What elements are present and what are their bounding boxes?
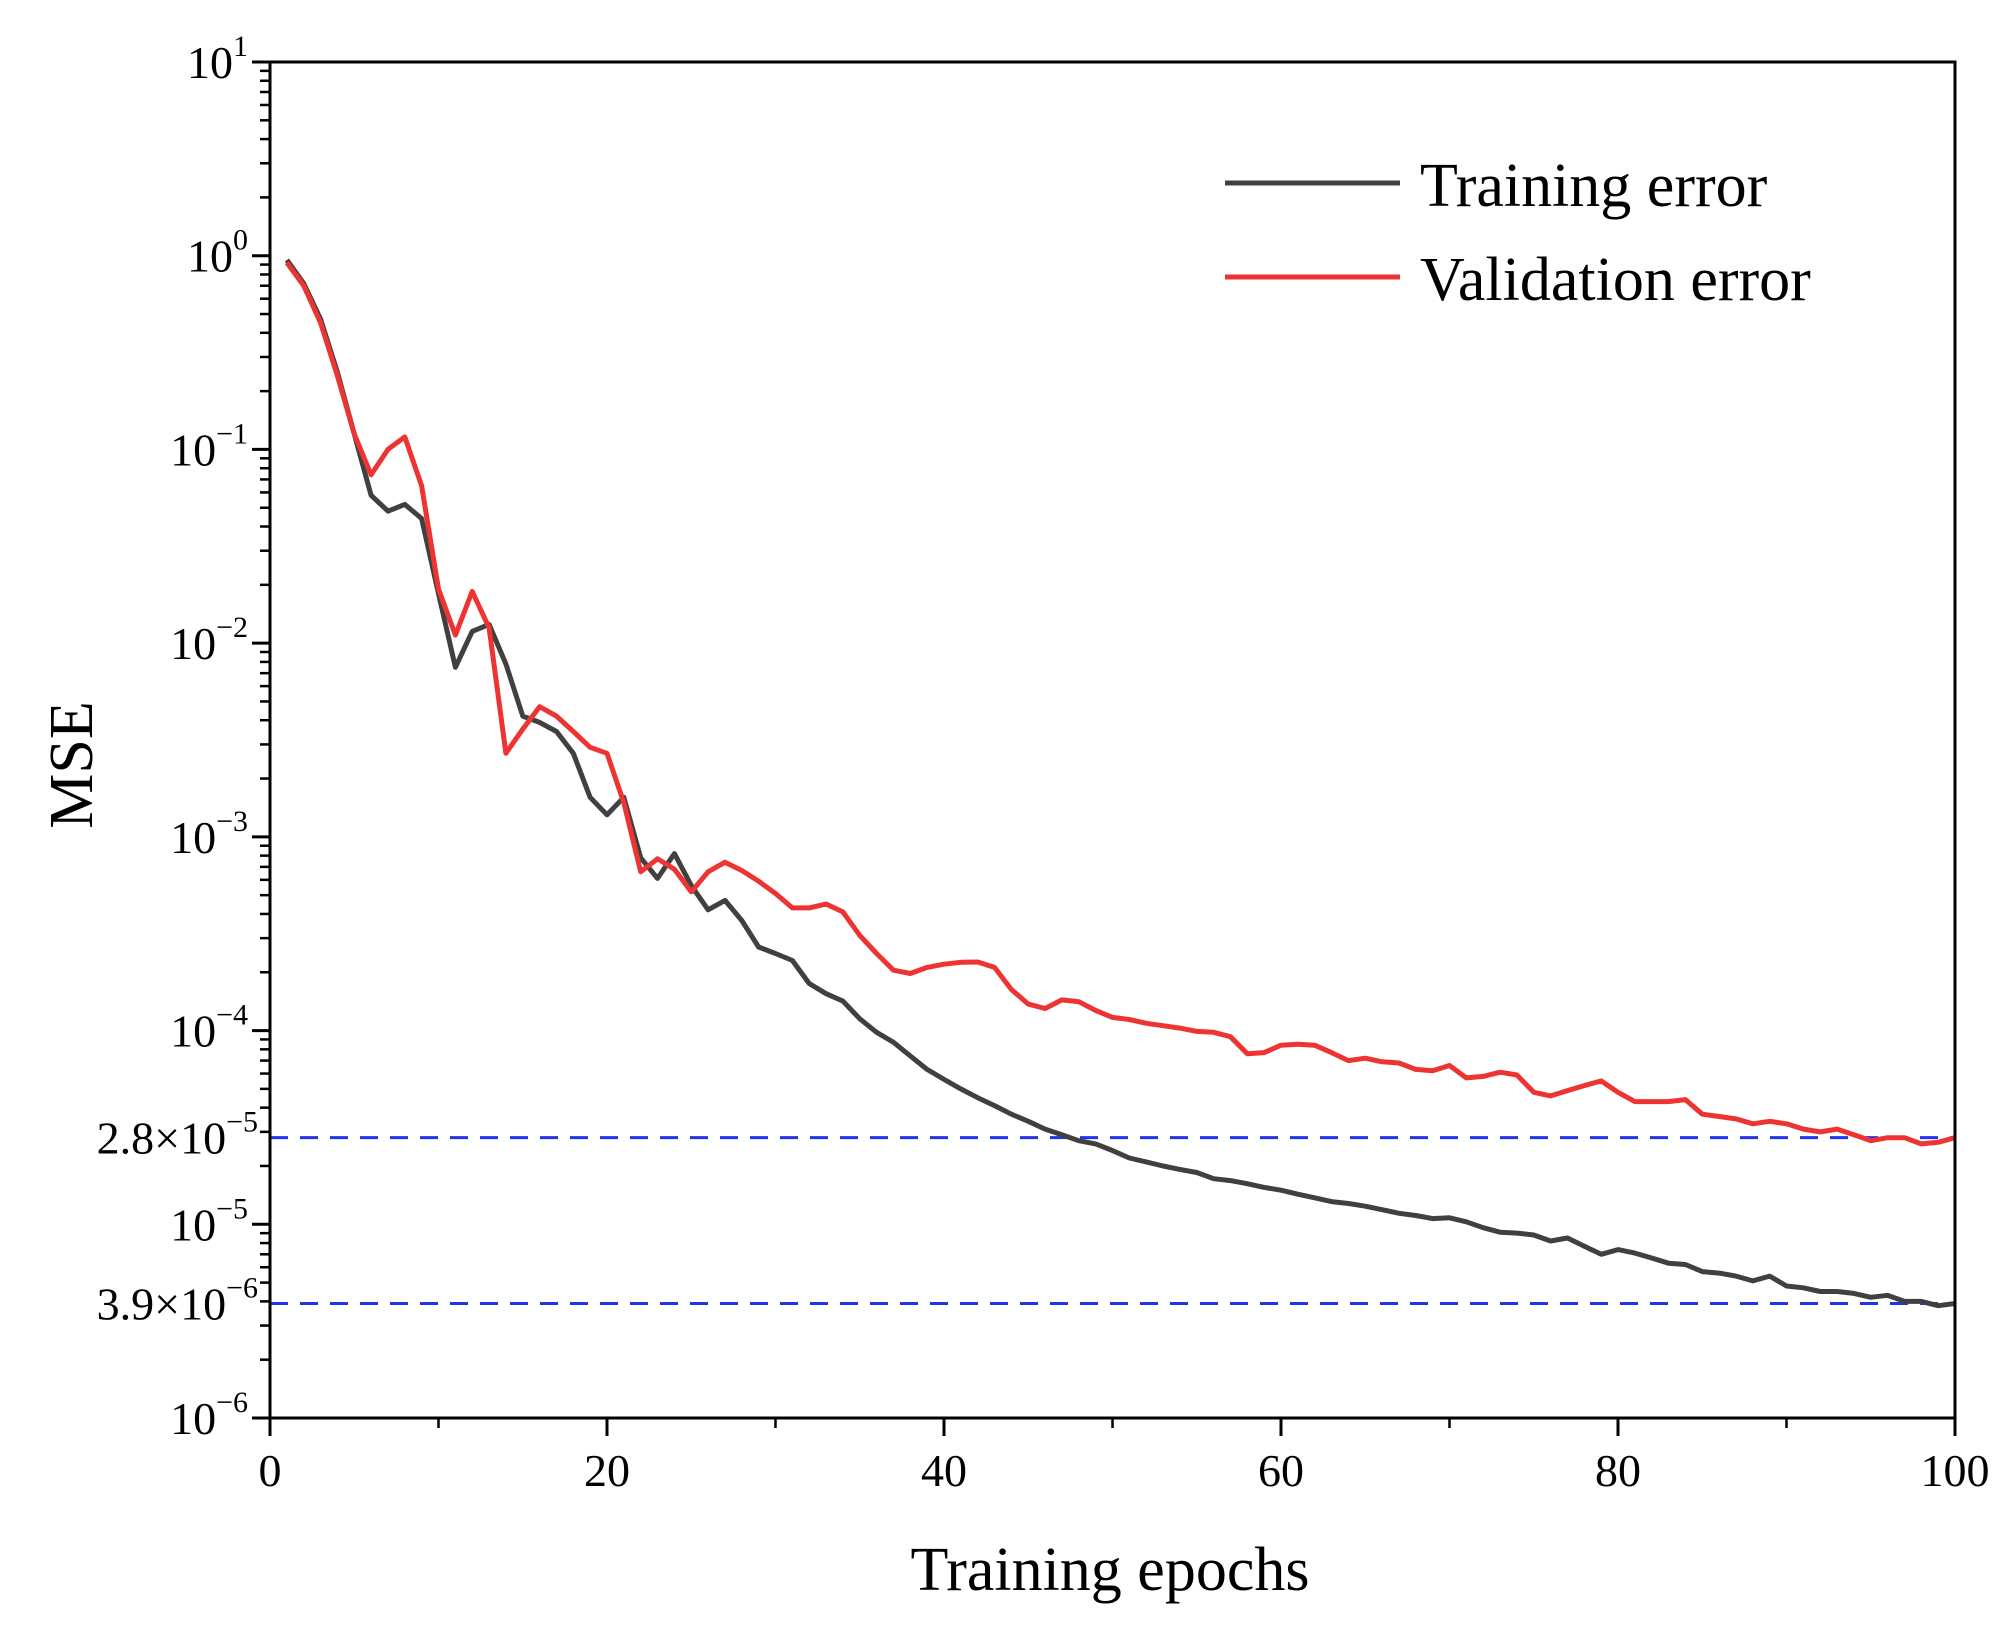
y-tick-label-base: 10: [187, 37, 233, 88]
legend-label-validation-error: Validation error: [1420, 246, 1811, 314]
x-tick-label: 0: [259, 1445, 282, 1496]
legend: Training error Validation error: [1225, 152, 1811, 314]
y-tick-label-exponent: −6: [216, 1386, 248, 1419]
y-tick-label: 100: [187, 224, 248, 282]
x-axis: 0 20 40 60 80 100: [259, 1418, 1990, 1496]
y-tick-label: 10−6: [170, 1386, 248, 1444]
reference-label-0: 2.8×10−5: [97, 1106, 258, 1164]
x-tick-label: 80: [1595, 1445, 1641, 1496]
y-tick-label-exponent: −4: [216, 999, 248, 1032]
x-tick-label: 40: [921, 1445, 967, 1496]
reference-label-1: 3.9×10−6: [97, 1272, 258, 1330]
y-tick-label: 10−2: [170, 611, 248, 669]
y-tick-label-base: 10: [170, 1199, 216, 1250]
reference-label-1-base: 3.9×10: [97, 1279, 226, 1330]
reference-label-0-base: 2.8×10: [97, 1113, 226, 1164]
y-tick-label: 10−3: [170, 805, 248, 863]
y-tick-label-exponent: −3: [216, 805, 248, 838]
x-tick-label: 60: [1258, 1445, 1304, 1496]
series-line-validation-error: [284, 261, 1956, 1147]
y-tick-label: 101: [187, 30, 248, 88]
y-tick-label-exponent: 1: [233, 30, 248, 63]
y-tick-label-exponent: −1: [216, 417, 248, 450]
y-tick-label: 10−4: [170, 999, 248, 1057]
x-tick-label: 20: [584, 1445, 630, 1496]
y-tick-label-base: 10: [170, 1393, 216, 1444]
series-line-training-error: [284, 258, 1956, 1309]
y-tick-label-base: 10: [170, 424, 216, 475]
y-tick-label: 10−5: [170, 1192, 248, 1250]
y-tick-label-base: 10: [187, 231, 233, 282]
reference-label-0-exponent: −5: [226, 1106, 258, 1139]
y-tick-label: 10−1: [170, 417, 248, 475]
series-layer: [284, 258, 1956, 1309]
y-axis-title: MSE: [38, 701, 106, 828]
y-tick-label-exponent: −2: [216, 611, 248, 644]
reference-label-1-exponent: −6: [226, 1272, 258, 1305]
y-tick-label-exponent: −5: [216, 1192, 248, 1225]
x-tick-label: 100: [1921, 1445, 1990, 1496]
reference-lines: 2.8×10−53.9×10−6: [97, 1106, 1955, 1330]
y-tick-label-base: 10: [170, 812, 216, 863]
legend-label-training-error: Training error: [1420, 152, 1768, 220]
x-axis-title: Training epochs: [911, 1536, 1310, 1604]
y-tick-label-base: 10: [170, 1006, 216, 1057]
y-tick-label-exponent: 0: [233, 224, 248, 257]
y-tick-label-base: 10: [170, 618, 216, 669]
